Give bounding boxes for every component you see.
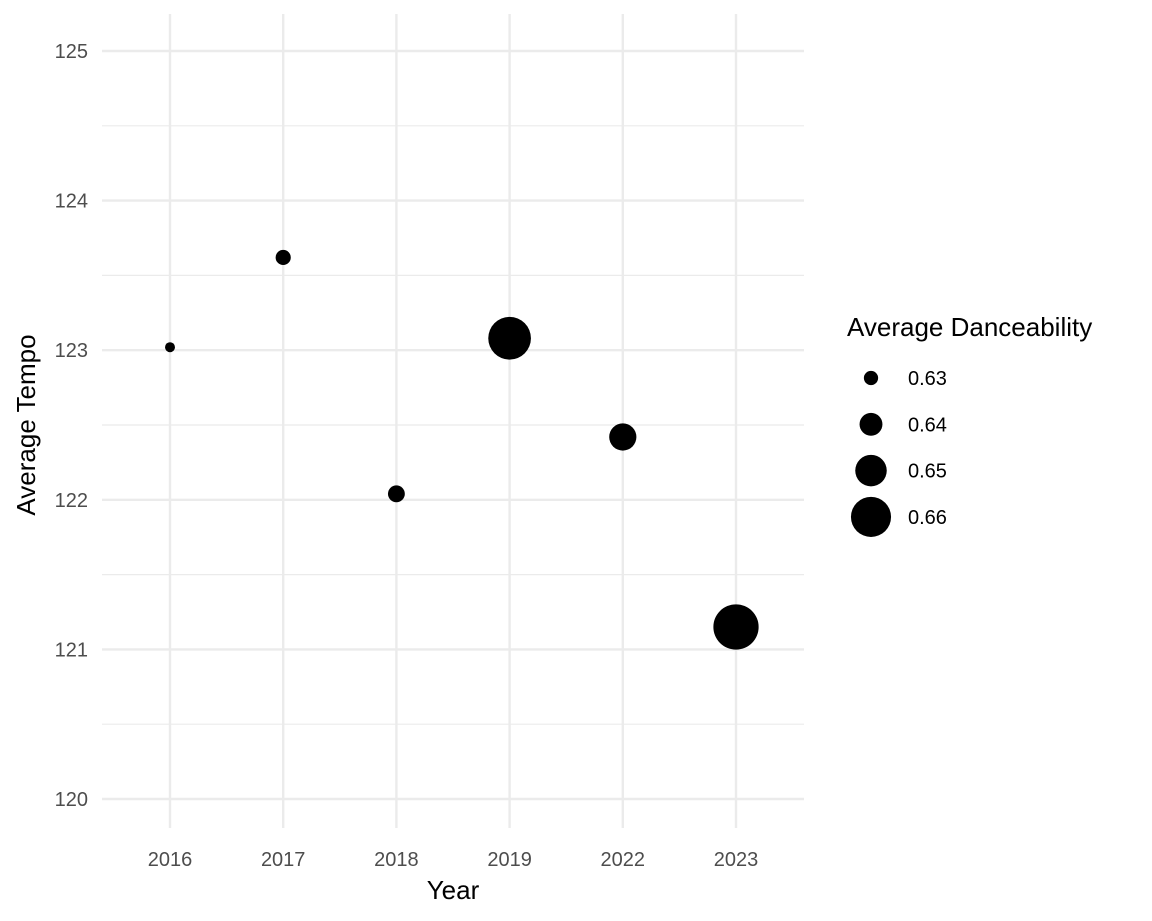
legend-key [859, 412, 883, 436]
y-tick-label: 120 [55, 789, 88, 811]
legend-key [850, 496, 892, 537]
data-point [488, 316, 531, 360]
x-tick-label: 2018 [374, 849, 419, 871]
legend-label: 0.66 [908, 507, 947, 529]
y-axis-ticks: 120 121 122 123 124 125 [55, 41, 88, 811]
legend-entries: 0.63 0.64 0.65 0.66 [850, 368, 947, 537]
y-axis-title: Average Tempo [11, 334, 41, 515]
data-point [275, 249, 291, 266]
y-tick-label: 122 [55, 490, 88, 512]
legend-key [863, 370, 879, 386]
data-point [609, 423, 637, 451]
x-tick-label: 2023 [714, 849, 759, 871]
x-axis-title: Year [427, 875, 480, 905]
y-tick-label: 125 [55, 41, 88, 63]
legend-title: Average Danceability [847, 312, 1092, 342]
legend-key [855, 454, 887, 487]
legend-label: 0.63 [908, 368, 947, 390]
x-tick-label: 2016 [148, 849, 193, 871]
y-tick-label: 124 [55, 191, 88, 213]
legend-label: 0.65 [908, 461, 947, 483]
y-tick-label: 123 [55, 340, 88, 362]
x-tick-label: 2017 [261, 849, 306, 871]
x-axis-ticks: 2016 2017 2018 2019 2022 2023 [148, 849, 759, 871]
x-tick-label: 2019 [487, 849, 532, 871]
data-point [713, 604, 759, 650]
minor-gridlines [102, 125, 804, 725]
x-tick-label: 2022 [601, 849, 646, 871]
legend: Average Danceability 0.63 0.64 0.65 0.66 [847, 312, 1092, 537]
data-point [165, 342, 175, 353]
data-points [165, 249, 759, 650]
y-tick-label: 121 [55, 639, 88, 661]
data-point [387, 485, 405, 503]
legend-label: 0.64 [908, 414, 947, 436]
major-gridlines [102, 14, 804, 828]
